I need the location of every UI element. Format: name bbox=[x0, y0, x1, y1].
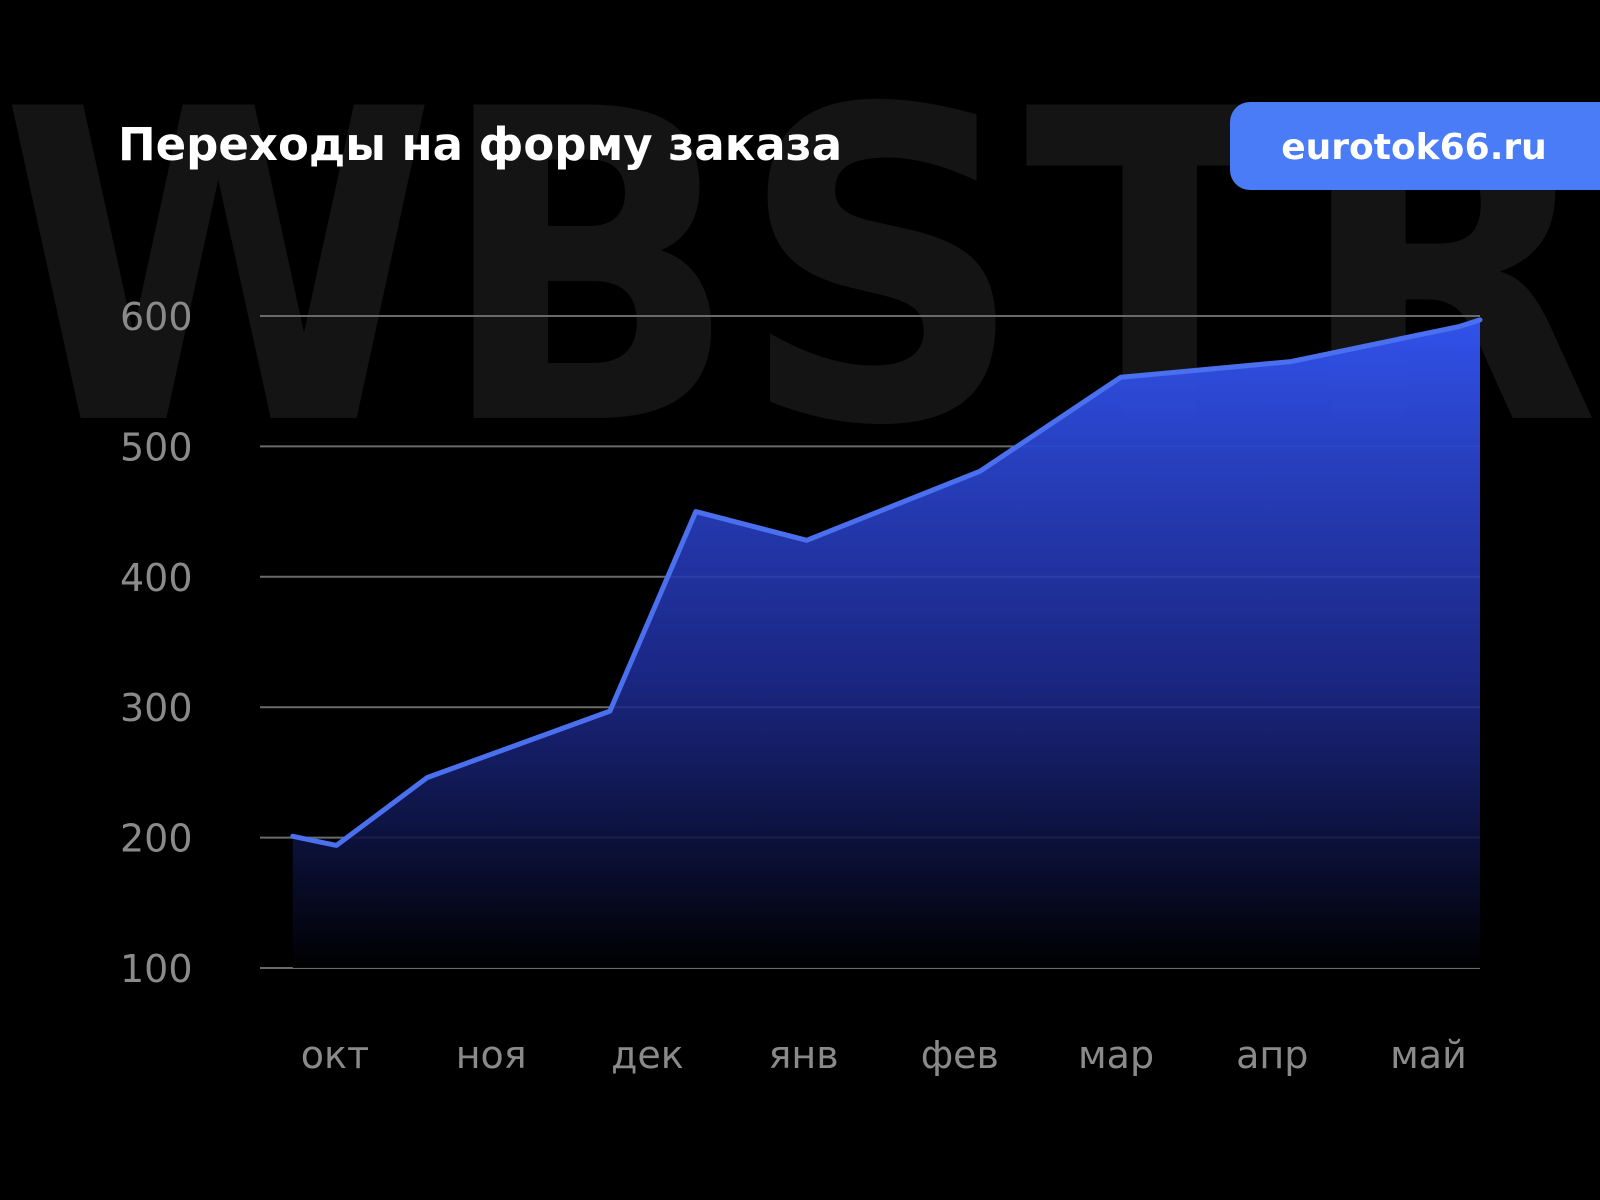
x-tick-label: мар bbox=[1078, 1033, 1154, 1077]
x-tick-label: ноя bbox=[456, 1033, 527, 1077]
y-tick-label: 500 bbox=[120, 425, 193, 469]
y-tick-label: 100 bbox=[120, 947, 193, 991]
x-tick-label: дек bbox=[611, 1033, 684, 1077]
x-tick-label: фев bbox=[921, 1033, 999, 1077]
badge-text: eurotok66.ru bbox=[1281, 127, 1547, 168]
y-tick-label: 300 bbox=[120, 686, 193, 730]
y-tick-label: 400 bbox=[120, 556, 193, 600]
x-tick-label: окт bbox=[301, 1033, 369, 1077]
chart-title: Переходы на форму заказа bbox=[118, 118, 842, 171]
x-tick-label: янв bbox=[769, 1033, 839, 1077]
x-tick-label: май bbox=[1390, 1033, 1467, 1077]
y-tick-label: 200 bbox=[120, 817, 193, 861]
area bbox=[292, 319, 1480, 968]
badge bbox=[1230, 102, 1600, 190]
x-tick-label: апр bbox=[1236, 1033, 1308, 1077]
plot: 100 200 300 400 500 600 окт ноя дек янв фев мар апр м… bbox=[120, 295, 1483, 1077]
line bbox=[290, 317, 1483, 848]
y-tick-label: 600 bbox=[120, 295, 193, 339]
